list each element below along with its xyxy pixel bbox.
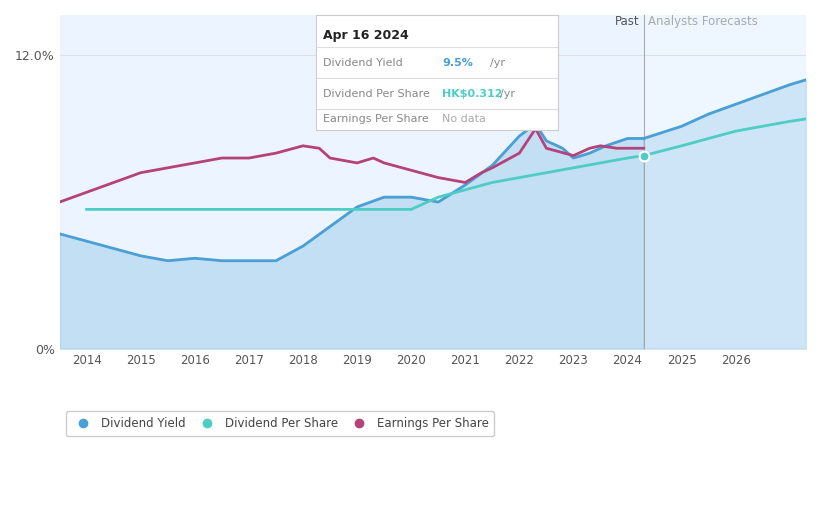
Text: /yr: /yr <box>490 58 506 68</box>
Bar <box>60 15 644 348</box>
Text: Past: Past <box>615 15 640 28</box>
Text: 9.5%: 9.5% <box>442 58 473 68</box>
Text: Dividend Yield: Dividend Yield <box>323 58 403 68</box>
Text: Dividend Per Share: Dividend Per Share <box>323 88 430 99</box>
Legend: Dividend Yield, Dividend Per Share, Earnings Per Share: Dividend Yield, Dividend Per Share, Earn… <box>66 411 494 436</box>
Text: No data: No data <box>442 114 486 124</box>
Text: /yr: /yr <box>500 88 515 99</box>
Bar <box>644 15 806 348</box>
Text: Analysts Forecasts: Analysts Forecasts <box>648 15 758 28</box>
Text: Apr 16 2024: Apr 16 2024 <box>323 29 409 42</box>
Text: HK$0.312: HK$0.312 <box>442 88 502 99</box>
Text: Earnings Per Share: Earnings Per Share <box>323 114 429 124</box>
